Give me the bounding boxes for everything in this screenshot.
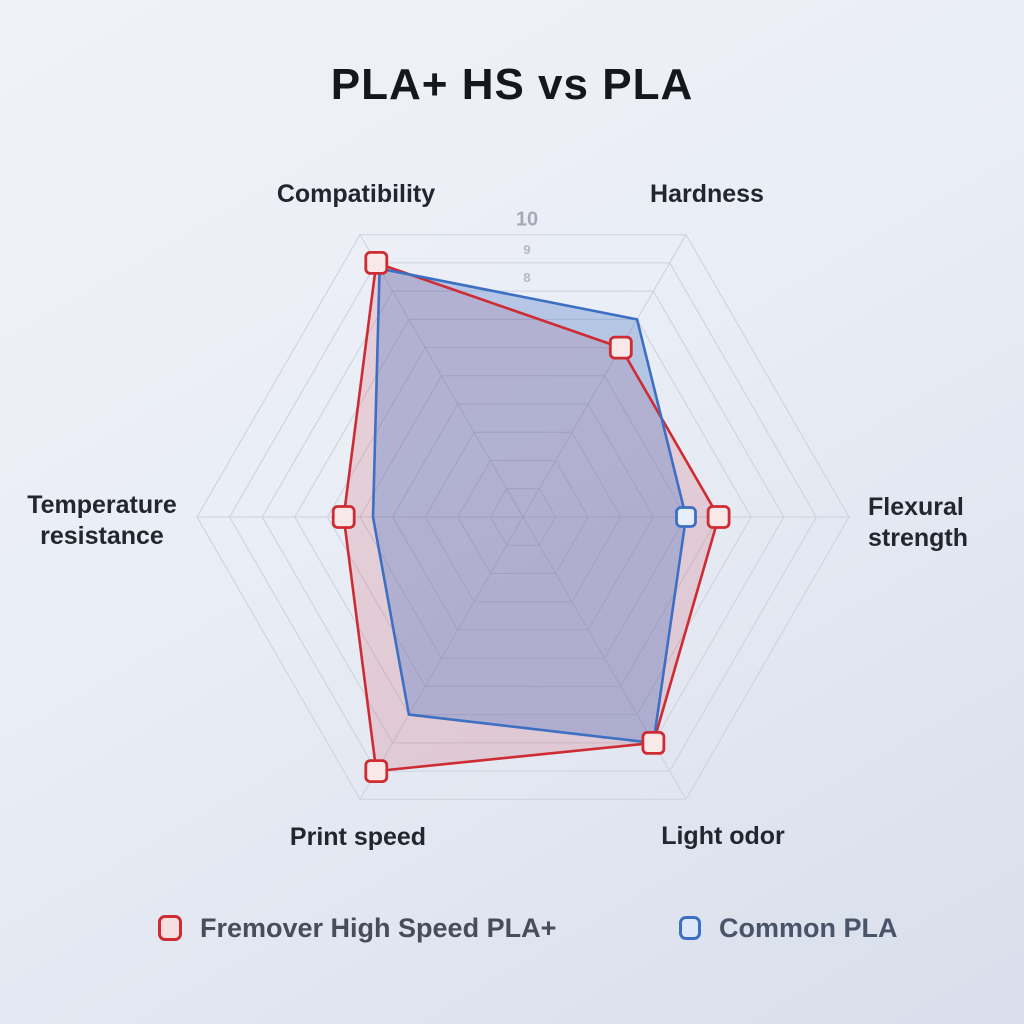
radar-tick-label: 10: [516, 209, 538, 231]
radar-point-marker: [608, 335, 633, 360]
axis-label-compatibility: Compatibility: [276, 180, 436, 208]
radar-axis-spoke: [359, 516, 524, 800]
radar-point-marker: [364, 250, 389, 275]
radar-point-marker: [675, 506, 697, 528]
axis-label-light-odor: Light odor: [661, 822, 785, 850]
radar-axis-spoke: [522, 234, 687, 518]
radar-series-area: [343, 262, 719, 772]
legend-item-fremover-pla[interactable]: Fremover High Speed PLA+: [158, 906, 556, 950]
radar-point-marker: [641, 731, 666, 755]
radar-point-marker: [331, 505, 356, 529]
radar-axis-spoke: [359, 234, 524, 518]
legend-swatch-blue-icon: [679, 916, 701, 940]
axis-label-print-speed: Print speed: [289, 823, 427, 851]
radar-tick-label: 9: [523, 242, 530, 257]
legend-swatch-red-icon: [158, 915, 182, 941]
axis-label-flexural-strength: Flexural strength: [868, 493, 968, 552]
axis-label-hardness: Hardness: [650, 180, 764, 208]
radar-point-marker: [364, 759, 389, 783]
chart-title: PLA+ HS vs PLA: [330, 60, 694, 109]
radar-series-area: [373, 268, 686, 743]
radar-point-marker: [706, 505, 731, 529]
legend-label: Common PLA: [719, 912, 898, 943]
axis-label-temperature-resistance: Temperature resistance: [27, 491, 177, 550]
legend-label: Fremover High Speed PLA+: [200, 912, 557, 943]
legend-item-common-pla[interactable]: Common PLA: [679, 906, 898, 950]
radar-tick-label: 8: [523, 270, 530, 285]
